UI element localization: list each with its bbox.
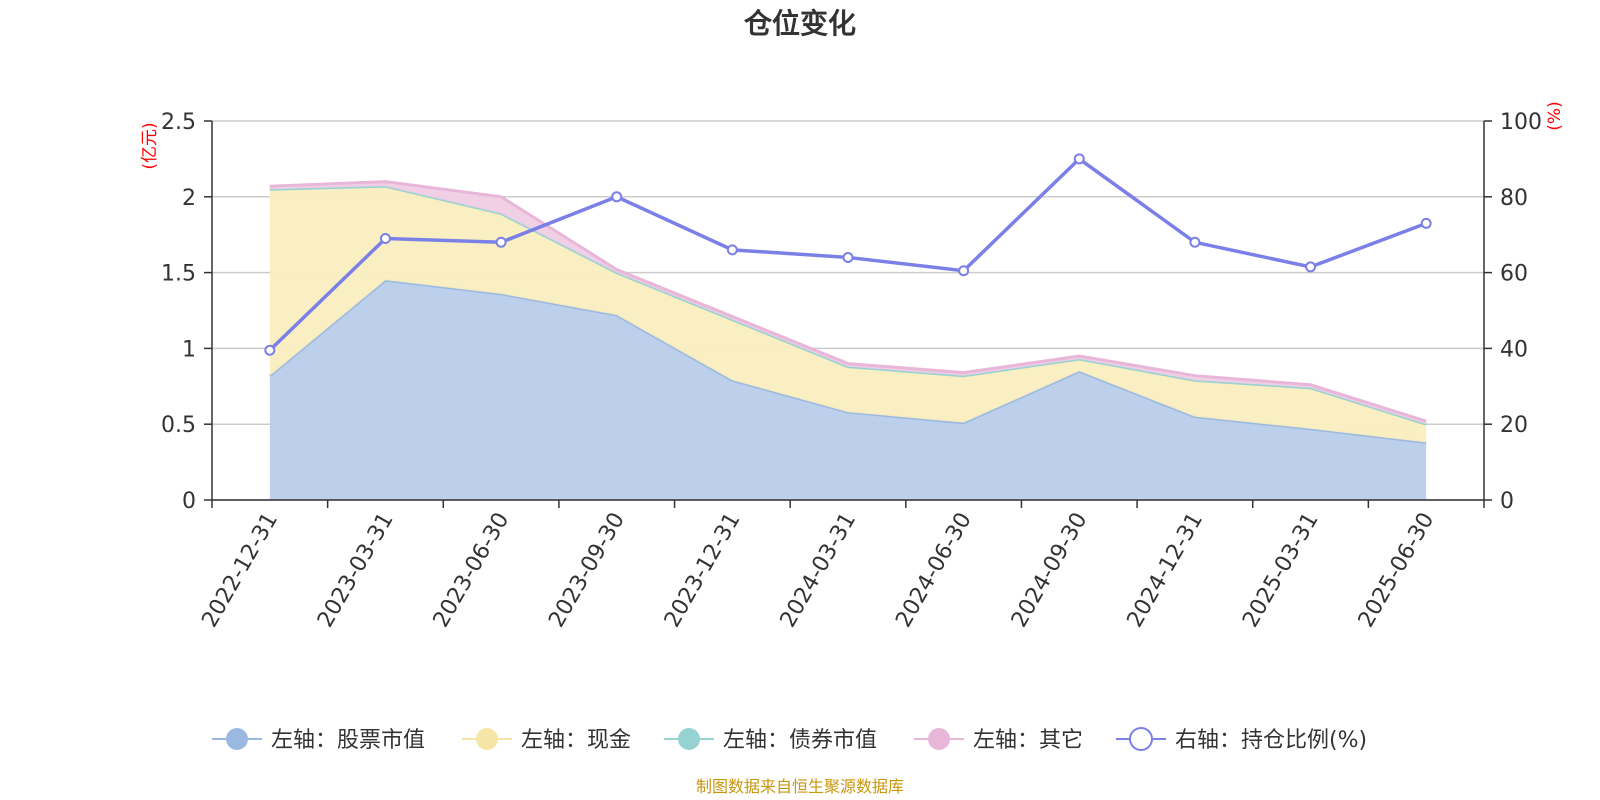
legend-label: 左轴：股票市值 <box>271 728 425 753</box>
right-axis-tick-label: 80 <box>1500 186 1528 211</box>
left-axis-tick-label: 0 <box>182 489 196 514</box>
left-axis-tick-label: 2.5 <box>161 110 196 135</box>
legend-swatch-marker <box>678 728 700 750</box>
x-axis-label: 2024-06-30 <box>891 509 977 632</box>
ratio-point <box>264 344 276 356</box>
ratio-point <box>611 191 623 203</box>
x-axis-label: 2023-06-30 <box>429 509 515 632</box>
left-axis-tick-label: 1.5 <box>161 262 196 287</box>
ratio-point <box>1189 236 1201 248</box>
legend-label: 左轴：现金 <box>521 728 631 753</box>
right-axis-tick-label: 0 <box>1500 489 1514 514</box>
left-axis-unit: (亿元) <box>140 122 160 169</box>
legend-swatch-marker <box>1129 727 1153 751</box>
chart-title: 仓位变化 <box>744 7 856 40</box>
stacked-areas <box>268 180 1427 500</box>
ratio-point <box>1073 153 1085 165</box>
legend-label: 右轴：持仓比例(%) <box>1175 728 1367 753</box>
area-1 <box>269 186 1427 443</box>
legend-label: 左轴：其它 <box>973 728 1083 753</box>
x-axis-label: 2025-03-31 <box>1238 509 1324 632</box>
right-axis-tick-label: 20 <box>1500 413 1528 438</box>
right-axis-tick-label: 100 <box>1500 110 1542 135</box>
left-axis-tick-label: 1 <box>182 337 196 362</box>
x-axis-label: 2024-03-31 <box>776 509 862 632</box>
x-axis-label: 2024-09-30 <box>1007 509 1093 632</box>
right-axis-tick-label: 40 <box>1500 337 1528 362</box>
x-axis-label: 2023-09-30 <box>544 509 630 632</box>
legend-swatch-marker <box>928 728 950 750</box>
legend: 左轴：股票市值 左轴：现金 左轴：债券市值 左轴：其它 右轴：持仓比例(%) <box>212 727 1367 753</box>
legend-swatch-marker <box>476 728 498 750</box>
x-axis-label: 2023-12-31 <box>660 509 746 632</box>
x-axis-label: 2022-12-31 <box>197 509 283 632</box>
left-axis-tick-label: 2 <box>182 186 196 211</box>
area-line-3 <box>269 180 1427 423</box>
legend-swatch-marker <box>226 728 248 750</box>
left-axis-tick-label: 0.5 <box>161 413 196 438</box>
ratio-point <box>842 251 854 263</box>
ratio-point <box>379 232 391 244</box>
ratio-point <box>495 236 507 248</box>
area-0 <box>269 280 1427 500</box>
area-3 <box>269 181 1427 425</box>
x-axis-label: 2023-03-31 <box>313 509 399 632</box>
ratio-point <box>1420 217 1432 229</box>
right-axis-unit: (%) <box>1545 101 1565 130</box>
legend-label: 左轴：债券市值 <box>723 728 877 753</box>
holding-ratio-line <box>264 153 1432 356</box>
ratio-point <box>958 265 970 277</box>
x-axis-label: 2025-06-30 <box>1354 509 1440 632</box>
ratio-point <box>1305 261 1317 273</box>
right-axis-tick-label: 60 <box>1500 262 1528 287</box>
ratio-point <box>726 244 738 256</box>
x-axis-label: 2024-12-31 <box>1123 509 1209 632</box>
data-source-note: 制图数据来自恒生聚源数据库 <box>696 777 904 796</box>
